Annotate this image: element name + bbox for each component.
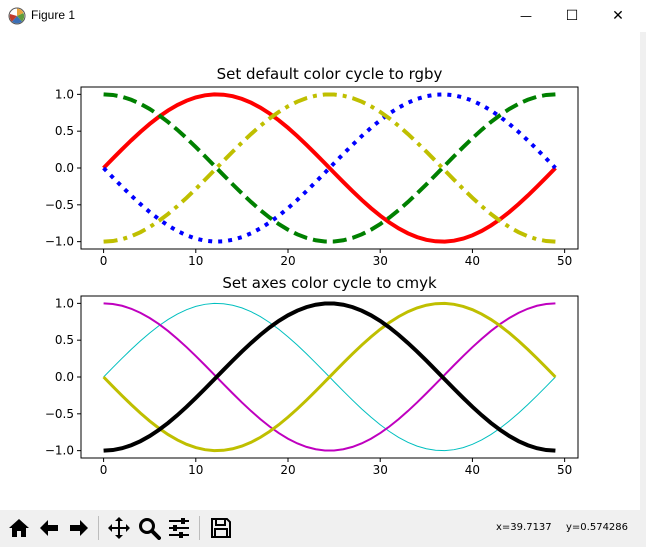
back-button[interactable]	[35, 514, 63, 542]
series-line-2	[103, 302, 556, 452]
x-tick-label: 0	[100, 254, 108, 268]
cursor-y-readout: y=0.574286	[566, 522, 629, 533]
subplot-2: Set axes color cycle to cmyk 0 10 20 30 40 50 1…	[45, 274, 579, 477]
save-button[interactable]	[207, 514, 235, 542]
subplot-title: Set default color cycle to rgby	[217, 65, 443, 83]
y-tick-label: 0.5	[55, 124, 74, 138]
subplot-title: Set axes color cycle to cmyk	[222, 274, 437, 292]
navigation-toolbar: x=39.7137 y=0.574286	[0, 510, 640, 547]
minimize-icon: —	[520, 9, 532, 23]
forward-icon	[70, 520, 88, 536]
window-border	[640, 32, 646, 547]
x-tick-label: 0	[100, 463, 108, 477]
pan-button[interactable]	[105, 514, 133, 542]
x-tick-label: 50	[557, 463, 572, 477]
window-title: Figure 1	[31, 8, 76, 22]
series-line-2	[103, 92, 556, 244]
x-tick-label: 40	[465, 463, 480, 477]
x-tick-label: 30	[373, 254, 388, 268]
y-tick-label: 0.5	[55, 333, 74, 347]
cursor-x-readout: x=39.7137	[496, 522, 552, 533]
figure-svg: Set default color cycle to rgby 0 10 20 30 40…	[45, 65, 579, 477]
y-tick-label: −1.0	[45, 444, 74, 458]
home-button[interactable]	[5, 514, 33, 542]
y-tick-label: −0.5	[45, 407, 74, 421]
x-tick-label: 10	[188, 254, 203, 268]
pan-icon	[108, 517, 130, 539]
matplotlib-app-icon	[8, 7, 26, 25]
y-tick-label: 0.0	[55, 161, 74, 175]
toolbar-separator	[199, 516, 200, 540]
zoom-icon	[139, 518, 161, 540]
series-line-4	[103, 301, 556, 453]
back-icon	[40, 520, 58, 536]
configure-subplots-button[interactable]	[165, 514, 193, 542]
minimize-button[interactable]: —	[503, 0, 549, 32]
home-icon	[9, 519, 29, 537]
y-tick-label: 1.0	[55, 87, 74, 101]
series-line-1	[102, 92, 557, 244]
close-icon: ✕	[612, 8, 624, 24]
close-button[interactable]: ✕	[595, 0, 641, 32]
window-titlebar: Figure 1 — ☐ ✕	[0, 0, 646, 32]
subplot-1: Set default color cycle to rgby 0 10 20 30 40…	[45, 65, 579, 268]
y-tick-label: 0.0	[55, 370, 74, 384]
x-tick-label: 40	[465, 254, 480, 268]
y-tick-label: −0.5	[45, 198, 74, 212]
x-tick-label: 30	[373, 463, 388, 477]
series-line-3	[102, 301, 557, 453]
maximize-icon: ☐	[565, 8, 579, 24]
y-tick-label: 1.0	[55, 296, 74, 310]
x-tick-label: 20	[280, 463, 295, 477]
x-tick-label: 50	[557, 254, 572, 268]
configure-subplots-icon	[169, 518, 189, 538]
forward-button[interactable]	[65, 514, 93, 542]
figure-canvas[interactable]: Set default color cycle to rgby 0 10 20 30 40…	[0, 32, 640, 510]
save-icon	[211, 518, 231, 538]
toolbar-separator	[98, 516, 99, 540]
y-tick-label: −1.0	[45, 235, 74, 249]
zoom-button[interactable]	[135, 514, 163, 542]
series-line-4	[103, 92, 556, 244]
x-tick-label: 10	[188, 463, 203, 477]
x-tick-label: 20	[280, 254, 295, 268]
maximize-button[interactable]: ☐	[549, 0, 595, 32]
